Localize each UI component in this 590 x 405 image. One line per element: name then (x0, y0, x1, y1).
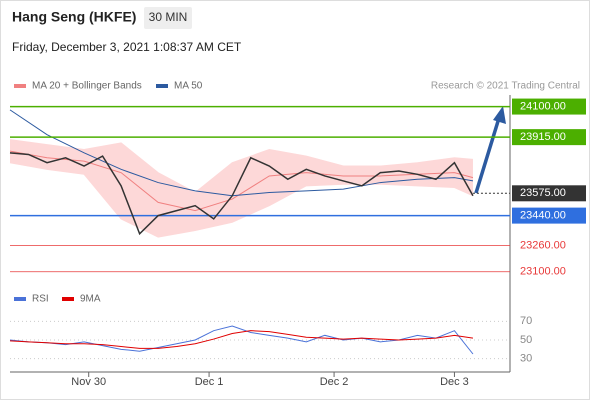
interval-box (144, 7, 192, 29)
interval: 30 MIN (149, 10, 188, 24)
x-tick-label: Dec 2 (320, 376, 349, 388)
level-label: 23100.00 (520, 266, 566, 278)
ma50-line (9, 109, 474, 197)
series-line (9, 152, 474, 236)
bollinger-band (10, 139, 473, 238)
level-label: 23915.00 (520, 131, 566, 143)
x-tick-label: Nov 30 (71, 376, 106, 388)
credit: Research © 2021 Trading Central (431, 81, 580, 92)
date: Friday, December 3, 2021 1:08:37 AM CET (12, 40, 242, 54)
title: Hang Seng (HKFE) (12, 9, 136, 25)
legend-swatch (14, 297, 26, 301)
legend-swatch (14, 84, 26, 88)
y-tick-label: 50 (520, 334, 532, 346)
legend-label: RSI (32, 294, 49, 305)
level-box (512, 207, 586, 224)
level-label: 24100.00 (520, 100, 566, 112)
forecast-arrowhead (493, 106, 506, 124)
level-box (512, 185, 586, 202)
level-label: 23575.00 (520, 187, 566, 199)
x-tick-label: Dec 3 (440, 376, 469, 388)
band-upper (9, 139, 474, 194)
level-label: 23260.00 (520, 239, 566, 251)
legend-label: 9MA (80, 294, 101, 305)
forecast-arrow (474, 117, 501, 194)
x-tick-label: Dec 1 (195, 376, 224, 388)
legend-swatch (156, 84, 168, 88)
band-lower (9, 162, 474, 238)
level-box (512, 129, 586, 146)
y-tick-label: 70 (520, 315, 532, 327)
level-box (512, 98, 586, 115)
series-line (9, 330, 474, 349)
y-tick-label: 30 (520, 353, 532, 365)
level-label: 23440.00 (520, 210, 566, 222)
legend-swatch (62, 297, 74, 301)
legend-label: MA 50 (174, 81, 203, 92)
legend-label: MA 20 + Bollinger Bands (32, 81, 142, 92)
